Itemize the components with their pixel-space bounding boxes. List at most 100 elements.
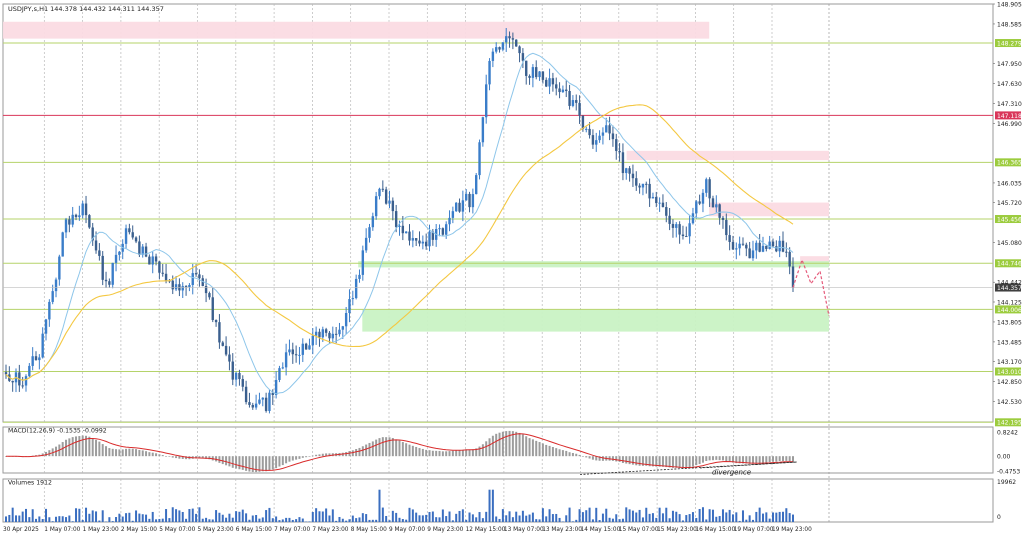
candle-body — [172, 281, 174, 290]
volume-axis-label: 0 — [997, 514, 1001, 521]
candle-body — [132, 232, 134, 237]
candle-body — [135, 237, 137, 241]
macd-histogram-bar — [612, 456, 614, 461]
volume-bar — [652, 513, 654, 522]
candle-body — [422, 242, 424, 244]
volume-bar — [312, 512, 314, 522]
volume-bar — [192, 509, 194, 522]
candle-body — [378, 189, 380, 196]
candle-body — [365, 238, 367, 251]
volume-bar — [565, 515, 567, 522]
volume-bar — [188, 509, 190, 522]
volume-bar — [649, 514, 651, 522]
macd-histogram-bar — [382, 437, 384, 456]
volume-bar — [228, 514, 230, 522]
macd-histogram-bar — [619, 456, 621, 462]
candle-body — [228, 355, 230, 362]
candle-body — [102, 256, 104, 280]
volume-bar — [182, 512, 184, 522]
candle-body — [355, 279, 357, 298]
macd-histogram-bar — [288, 456, 290, 461]
candle-body — [772, 242, 774, 247]
candle-body — [28, 366, 30, 376]
volume-bar — [419, 515, 421, 522]
candle-body — [485, 84, 487, 117]
volume-bar — [655, 518, 657, 522]
macd-histogram-bar — [248, 456, 250, 471]
candle-body — [785, 252, 787, 253]
candle-body — [118, 252, 120, 255]
volume-bar — [372, 520, 374, 522]
macd-histogram-bar — [755, 456, 757, 463]
candle-body — [175, 284, 177, 289]
divergence-label: divergence — [712, 469, 751, 477]
macd-histogram-bar — [92, 438, 94, 456]
volume-bar — [552, 514, 554, 522]
price-axis-label: 147.630 — [997, 81, 1022, 88]
volume-bar — [205, 518, 207, 522]
volume-bar — [122, 517, 124, 522]
candle-body — [265, 398, 267, 411]
volume-bar — [98, 521, 100, 522]
volume-bar — [128, 513, 130, 522]
volume-bar — [52, 521, 54, 522]
support-zone — [362, 310, 829, 332]
level-price-label: 148.279 — [997, 40, 1022, 47]
candle-body — [395, 211, 397, 227]
macd-histogram-bar — [565, 451, 567, 456]
candle-body — [58, 257, 60, 280]
time-axis-label: 5 May 23:00 — [198, 527, 234, 533]
volume-bar — [238, 512, 240, 522]
candle-body — [158, 261, 160, 272]
candle-body — [242, 379, 244, 387]
macd-histogram-bar — [439, 451, 441, 456]
macd-histogram-bar — [362, 446, 364, 456]
macd-histogram-bar — [522, 434, 524, 456]
volume-bar — [308, 521, 310, 522]
macd-histogram-bar — [705, 456, 707, 461]
time-axis-label: 9 May 07:00 — [389, 527, 425, 533]
macd-histogram-bar — [515, 432, 517, 456]
volume-bar — [272, 518, 274, 522]
candle-body — [468, 194, 470, 207]
candle-body — [275, 380, 277, 395]
volume-bar — [712, 510, 714, 522]
macd-histogram-bar — [569, 452, 571, 456]
candle-body — [222, 342, 224, 345]
macd-histogram-bar — [415, 447, 417, 456]
macd-histogram-bar — [722, 456, 724, 460]
candle-body — [75, 215, 77, 217]
macd-histogram-bar — [502, 432, 504, 456]
volume-bar — [278, 520, 280, 522]
candle-body — [445, 224, 447, 234]
macd-histogram-bar — [422, 449, 424, 456]
candle-body — [528, 76, 530, 78]
volume-bar — [235, 511, 237, 522]
candle-body — [538, 71, 540, 77]
price-axis-label: 147.310 — [997, 101, 1022, 108]
candle-body — [712, 198, 714, 207]
volume-bar — [482, 518, 484, 522]
candle-body — [578, 103, 580, 116]
macd-histogram-bar — [135, 449, 137, 456]
candle-body — [595, 140, 597, 145]
candle-body — [698, 201, 700, 203]
price-axis-label: 144.125 — [997, 299, 1022, 306]
volume-bar — [489, 490, 491, 522]
candle-body — [675, 224, 677, 228]
candle-body — [632, 174, 634, 178]
volume-bar — [615, 514, 617, 522]
candle-body — [442, 228, 444, 235]
macd-histogram-bar — [489, 438, 491, 456]
candle-body — [668, 216, 670, 224]
candle-body — [508, 36, 510, 38]
candle-body — [635, 178, 637, 185]
candle-body — [612, 133, 614, 139]
candle-body — [318, 332, 320, 338]
volume-bar — [685, 515, 687, 522]
macd-histogram-bar — [762, 456, 764, 463]
macd-histogram-bar — [222, 456, 224, 464]
candle-body — [328, 333, 330, 338]
